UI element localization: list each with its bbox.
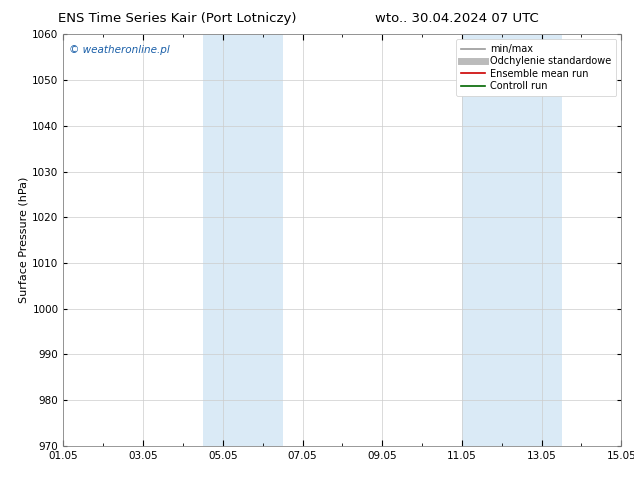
Bar	[462, 34, 562, 446]
Legend: min/max, Odchylenie standardowe, Ensemble mean run, Controll run: min/max, Odchylenie standardowe, Ensembl…	[456, 39, 616, 96]
Text: wto.. 30.04.2024 07 UTC: wto.. 30.04.2024 07 UTC	[375, 12, 538, 25]
Text: ENS Time Series Kair (Port Lotniczy): ENS Time Series Kair (Port Lotniczy)	[58, 12, 297, 25]
Text: © weatheronline.pl: © weatheronline.pl	[69, 45, 170, 54]
Y-axis label: Surface Pressure (hPa): Surface Pressure (hPa)	[18, 177, 28, 303]
Bar	[203, 34, 283, 446]
